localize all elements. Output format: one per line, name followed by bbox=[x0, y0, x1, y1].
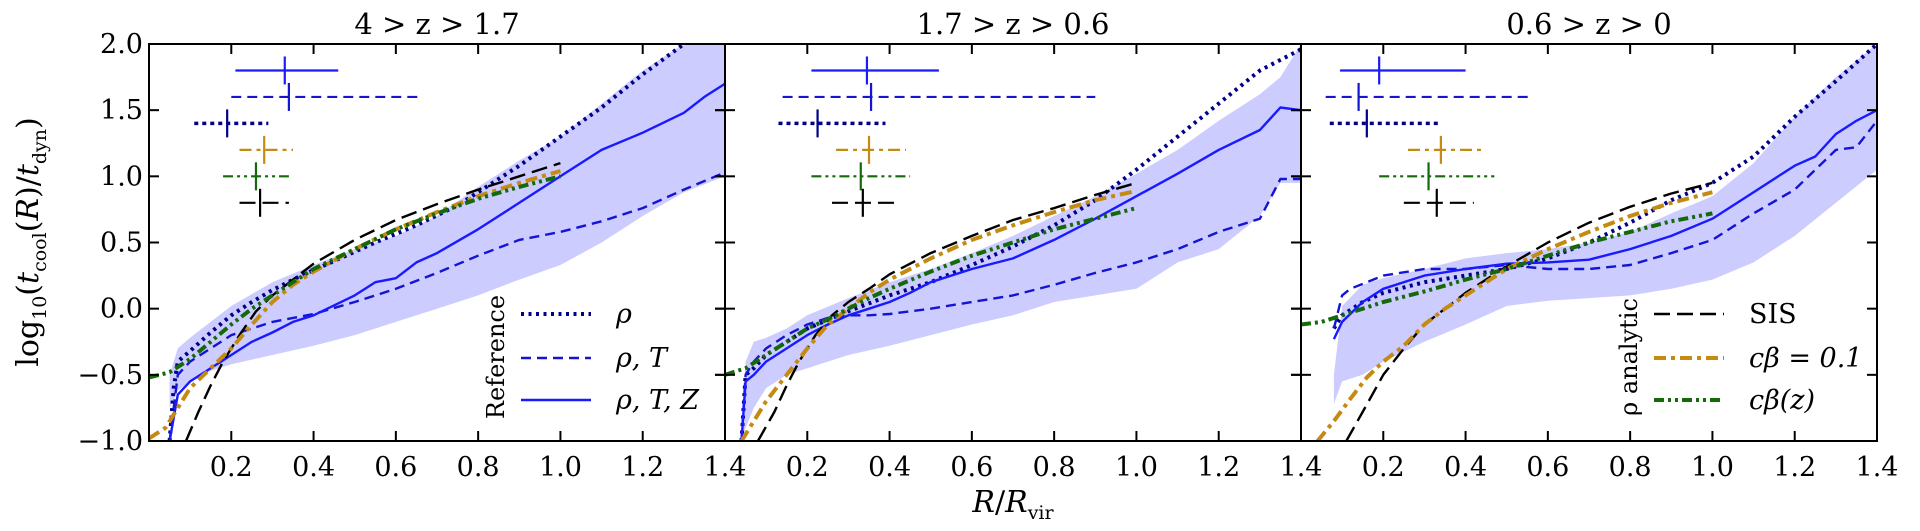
x-tick-label: 1.4 bbox=[704, 452, 747, 483]
y-tick-label: −0.5 bbox=[77, 360, 143, 391]
x-tick-label: 1.0 bbox=[1115, 452, 1158, 483]
legend-label-SIS: SIS bbox=[1749, 299, 1797, 330]
series-line-cbeta-z bbox=[149, 174, 561, 380]
errorbar-rho-T bbox=[782, 82, 1096, 111]
x-tick-label: 1.0 bbox=[1691, 452, 1734, 483]
x-tick-label: 0.8 bbox=[1609, 452, 1652, 483]
errorbar-rho-T-Z bbox=[1340, 56, 1466, 85]
series-line-cbeta-01 bbox=[1315, 190, 1713, 441]
plot-area bbox=[149, 44, 725, 441]
panel-1: 0.2 0.4 0.6 0.8 1.0 1.2 1.4 −1.0 −0.5 0.0 0.5 1.0 1.… bbox=[77, 7, 746, 483]
series-line-SIS bbox=[184, 161, 561, 441]
x-tick-label: 0.6 bbox=[374, 452, 417, 483]
panel-title: 0.6 > z > 0 bbox=[1506, 7, 1671, 41]
panels: 0.2 0.4 0.6 0.8 1.0 1.2 1.4 −1.0 −0.5 0.0 0.5 1.0 1.… bbox=[77, 7, 1898, 483]
errorbar-rho bbox=[194, 109, 269, 138]
x-tick-label: 1.2 bbox=[1197, 452, 1240, 483]
x-tick-label: 0.2 bbox=[786, 452, 829, 483]
legend-title: ρ analytic bbox=[1615, 298, 1643, 416]
x-axis-label: R/Rvir bbox=[971, 485, 1054, 524]
x-tick-label: 0.6 bbox=[950, 452, 993, 483]
series-line-SIS bbox=[756, 181, 1137, 441]
plot-area bbox=[1301, 44, 1877, 441]
errorbar-SIS bbox=[1403, 188, 1474, 217]
errorbar-cbeta-z bbox=[223, 162, 289, 191]
series-line-rho-T bbox=[168, 171, 725, 441]
scatter-band bbox=[1333, 44, 1877, 404]
x-tick-label: 0.8 bbox=[1033, 452, 1076, 483]
series-line-rho bbox=[1332, 44, 1877, 330]
x-tick-label: 0.4 bbox=[868, 452, 911, 483]
x-tick-label: 0.8 bbox=[457, 452, 500, 483]
errorbar-SIS bbox=[831, 188, 898, 217]
series-line-cbeta-z bbox=[725, 206, 1137, 377]
legend-label-cbeta-01: cβ = 0.1 bbox=[1749, 343, 1862, 374]
x-tick-label: 1.0 bbox=[539, 452, 582, 483]
legend-label-rho-T-Z: ρ, T, Z bbox=[615, 385, 700, 416]
x-tick-label: 0.2 bbox=[210, 452, 253, 483]
y-tick-label: 2.0 bbox=[100, 29, 143, 60]
x-tick-label: 0.4 bbox=[1444, 452, 1487, 483]
x-tick-label: 0.6 bbox=[1526, 452, 1569, 483]
errorbar-SIS bbox=[239, 188, 289, 217]
legend-label-rho-T: ρ, T bbox=[615, 343, 669, 374]
x-tick-label: 0.4 bbox=[292, 452, 335, 483]
y-axis-label: log10(tcool(R)/tdyn) bbox=[11, 117, 51, 367]
series-line-rho-T-Z bbox=[740, 106, 1301, 441]
y-tick-label: 1.5 bbox=[100, 95, 143, 126]
errorbar-cbeta-01 bbox=[1407, 135, 1485, 164]
errorbar-rho-T bbox=[1325, 82, 1532, 111]
y-tick-label: 0.5 bbox=[100, 228, 143, 259]
panel-title: 4 > z > 1.7 bbox=[354, 7, 519, 41]
series-line-rho-T bbox=[740, 177, 1301, 441]
x-tick-label: 1.2 bbox=[621, 452, 664, 483]
legend-analytic: ρ analytic SIS cβ = 0.1 cβ(z) bbox=[1615, 298, 1862, 416]
x-tick-label: 1.4 bbox=[1280, 452, 1323, 483]
legend-title: Reference bbox=[482, 295, 510, 419]
errorbar-rho bbox=[1329, 109, 1439, 138]
series-line-rho-T-Z bbox=[168, 82, 725, 441]
errorbar-cbeta-z bbox=[811, 162, 911, 191]
panel-2: 0.2 0.4 0.6 0.8 1.0 1.2 1.4 1.7 > z > 0.6 bbox=[715, 7, 1322, 483]
errorbar-rho bbox=[778, 109, 886, 138]
errorbar-rho-T-Z bbox=[235, 56, 339, 85]
errorbar-cbeta-01 bbox=[239, 135, 293, 164]
y-tick-label: 1.0 bbox=[100, 161, 143, 192]
errorbar-rho-T-Z bbox=[811, 56, 939, 85]
series-line-SIS bbox=[1345, 181, 1713, 441]
series-line-rho bbox=[167, 44, 686, 441]
legend-label-cbeta-z: cβ(z) bbox=[1749, 385, 1815, 416]
legend-reference: Reference ρ ρ, T ρ, T, Z bbox=[482, 295, 700, 419]
series-line-cbeta-01 bbox=[739, 188, 1137, 441]
x-tick-label: 1.4 bbox=[1856, 452, 1899, 483]
errorbar-cbeta-z bbox=[1379, 162, 1495, 191]
panel-3: 0.2 0.4 0.6 0.8 1.0 1.2 1.4 0.6 > z > 0 bbox=[1291, 7, 1898, 483]
legend-label-rho: ρ bbox=[615, 299, 632, 330]
panel-title: 1.7 > z > 0.6 bbox=[917, 7, 1110, 41]
series-line-rho-T bbox=[1332, 120, 1877, 329]
scatter-band bbox=[741, 44, 1301, 441]
x-tick-label: 1.2 bbox=[1773, 452, 1816, 483]
x-tick-label: 0.2 bbox=[1362, 452, 1405, 483]
series-line-rho-T-Z bbox=[1332, 109, 1877, 340]
y-tick-label: 0.0 bbox=[100, 294, 143, 325]
plot-area bbox=[725, 44, 1301, 441]
series-line-cbeta-01 bbox=[149, 169, 561, 441]
series-line-cbeta-z bbox=[1301, 211, 1713, 327]
errorbar-rho-T bbox=[231, 82, 421, 111]
y-tick-label: −1.0 bbox=[77, 426, 143, 457]
errorbar-cbeta-01 bbox=[836, 135, 907, 164]
